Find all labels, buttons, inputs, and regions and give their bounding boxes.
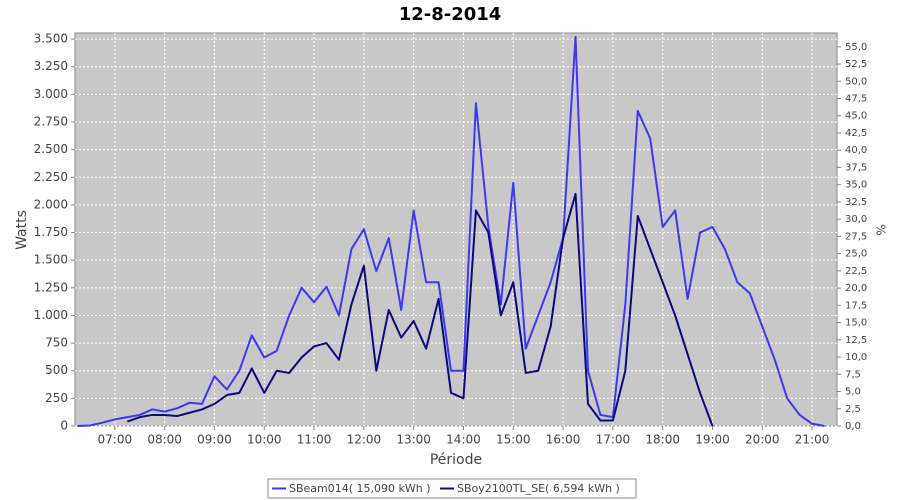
y-tick-label: 2.250 [34, 170, 68, 184]
y2-tick-label: 20,0 [845, 283, 867, 294]
y2-tick-label: 10,0 [845, 352, 867, 363]
y2-tick-label: 40,0 [845, 145, 867, 156]
y2-tick-label: 42,5 [845, 128, 867, 139]
y-tick-label: 1.250 [34, 280, 68, 294]
legend-label: SBoy2100TL_SE( 6,594 kWh ) [457, 482, 620, 495]
y2-tick-label: 25,0 [845, 249, 867, 260]
y2-axis-label: % [874, 224, 888, 235]
chart-title: 12-8-2014 [399, 4, 502, 25]
y2-tick-label: 22,5 [845, 266, 867, 277]
y-tick-label: 750 [45, 336, 68, 350]
y-axis-label: Watts [14, 210, 30, 250]
y2-tick-label: 50,0 [845, 76, 867, 87]
x-axis-label: Période [430, 452, 482, 468]
y2-tick-label: 55,0 [845, 42, 867, 53]
y-tick-label: 500 [45, 363, 68, 377]
y2-tick-label: 5,0 [845, 387, 861, 398]
x-tick-label: 07:00 [98, 433, 133, 447]
y-tick-label: 3.250 [34, 59, 68, 73]
y2-tick-label: 32,5 [845, 197, 867, 208]
y2-tick-label: 37,5 [845, 162, 867, 173]
line-series [77, 35, 825, 427]
x-tick-label: 18:00 [645, 433, 680, 447]
x-tick-label: 10:00 [247, 433, 282, 447]
y-tick-label: 3.500 [34, 32, 68, 46]
y2-tick-label: 52,5 [845, 59, 867, 70]
y-tick-label: 0 [60, 419, 68, 433]
y2-tick-label: 47,5 [845, 94, 867, 105]
y2-tick-label: 35,0 [845, 180, 867, 191]
y-tick-label: 2.000 [34, 197, 68, 211]
y-tick-label: 2.500 [34, 142, 68, 156]
y2-tick-label: 12,5 [845, 335, 867, 346]
y2-tick-label: 7,5 [845, 369, 861, 380]
y2-tick-label: 2,5 [845, 404, 861, 415]
x-tick-label: 14:00 [446, 433, 481, 447]
x-tick-label: 16:00 [546, 433, 581, 447]
y2-tick-label: 30,0 [845, 214, 867, 225]
x-tick-label: 08:00 [147, 433, 182, 447]
y2-tick-label: 17,5 [845, 300, 867, 311]
x-tick-label: 17:00 [596, 433, 631, 447]
y2-tick-label: 0,0 [845, 421, 861, 432]
y-tick-label: 1.750 [34, 225, 68, 239]
legend-label: SBeam014( 15,090 kWh ) [289, 482, 431, 495]
y2-tick-label: 45,0 [845, 111, 867, 122]
x-tick-label: 13:00 [396, 433, 431, 447]
x-tick-label: 19:00 [695, 433, 730, 447]
y-tick-label: 1.500 [34, 253, 68, 267]
plot-area [74, 32, 838, 427]
y-tick-label: 1.000 [34, 308, 68, 322]
y-tick-label: 2.750 [34, 114, 68, 128]
x-tick-label: 09:00 [197, 433, 232, 447]
x-tick-label: 12:00 [347, 433, 382, 447]
y-tick-label: 250 [45, 391, 68, 405]
y2-tick-label: 15,0 [845, 318, 867, 329]
x-tick-label: 11:00 [297, 433, 332, 447]
y-tick-label: 3.000 [34, 87, 68, 101]
line-series [126, 192, 714, 427]
y2-tick-label: 27,5 [845, 231, 867, 242]
x-tick-label: 15:00 [496, 433, 531, 447]
x-tick-label: 20:00 [745, 433, 780, 447]
x-tick-label: 21:00 [795, 433, 830, 447]
